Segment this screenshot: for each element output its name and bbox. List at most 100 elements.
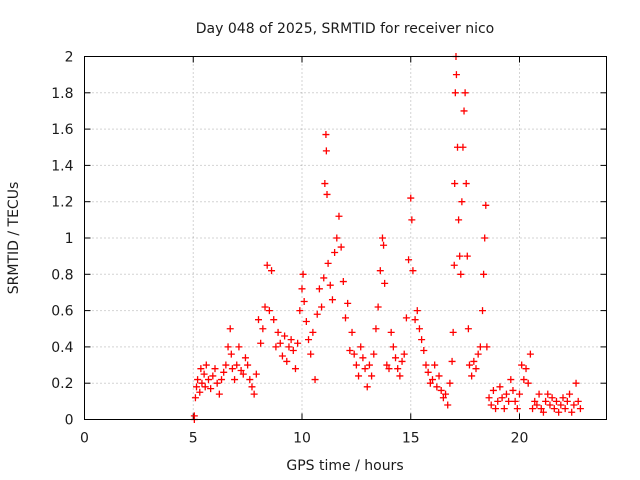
data-point-marker xyxy=(392,354,400,362)
data-point-marker xyxy=(261,303,269,311)
data-point-marker xyxy=(542,397,550,405)
data-point-marker xyxy=(378,234,386,242)
data-point-marker xyxy=(552,397,560,405)
data-point-marker xyxy=(468,372,476,380)
data-point-marker xyxy=(241,354,249,362)
data-point-marker xyxy=(396,372,404,380)
data-point-marker xyxy=(389,343,397,351)
data-point-marker xyxy=(479,307,487,315)
data-point-marker xyxy=(202,361,210,369)
data-point-marker xyxy=(283,357,291,365)
data-point-marker xyxy=(196,388,204,396)
data-point-marker xyxy=(459,143,467,151)
data-point-marker xyxy=(370,350,378,358)
data-point-marker xyxy=(513,405,521,413)
data-point-marker xyxy=(268,267,276,275)
data-point-marker xyxy=(227,350,235,358)
data-point-marker xyxy=(318,303,326,311)
data-point-marker xyxy=(346,347,354,355)
data-point-marker xyxy=(380,241,388,249)
data-point-marker xyxy=(452,71,460,79)
data-point-marker xyxy=(270,316,278,324)
data-point-marker xyxy=(265,307,273,315)
data-point-marker xyxy=(387,328,395,336)
data-point-marker xyxy=(394,365,402,373)
data-point-marker xyxy=(439,394,447,402)
data-point-marker xyxy=(300,298,308,306)
y-tick-label: 1.8 xyxy=(51,86,73,102)
data-point-marker xyxy=(281,332,289,340)
data-point-marker xyxy=(461,89,469,97)
data-point-marker xyxy=(228,365,236,373)
data-point-marker xyxy=(574,397,582,405)
data-point-marker xyxy=(572,379,580,387)
data-point-marker xyxy=(190,412,198,420)
data-point-marker xyxy=(215,390,223,398)
data-point-marker xyxy=(263,261,271,269)
data-point-marker xyxy=(315,285,323,293)
data-point-marker xyxy=(429,376,436,384)
data-point-marker xyxy=(498,394,506,402)
data-point-marker xyxy=(359,354,367,362)
y-tick-label: 1.6 xyxy=(51,122,73,138)
data-point-marker xyxy=(209,372,217,380)
data-point-marker xyxy=(455,216,463,224)
data-point-marker xyxy=(451,180,459,188)
data-point-marker xyxy=(239,370,247,378)
data-point-marker xyxy=(361,365,369,373)
data-point-marker xyxy=(335,212,343,220)
data-point-marker xyxy=(218,376,226,384)
data-point-marker xyxy=(323,190,331,198)
data-point-marker xyxy=(255,316,262,324)
data-point-marker xyxy=(197,365,205,373)
data-point-marker xyxy=(570,401,578,409)
data-point-marker xyxy=(518,361,526,369)
data-point-marker xyxy=(437,386,445,394)
data-point-marker xyxy=(272,343,280,351)
data-point-marker xyxy=(211,365,219,373)
x-axis-label: GPS time / hours xyxy=(286,458,403,474)
data-point-marker xyxy=(226,325,234,333)
data-point-marker xyxy=(298,285,306,293)
data-point-marker xyxy=(305,336,313,344)
data-point-marker xyxy=(321,180,329,188)
data-point-marker xyxy=(252,370,260,378)
data-point-marker xyxy=(458,198,466,206)
data-point-marker xyxy=(442,390,450,398)
data-point-marker xyxy=(451,89,459,97)
data-point-marker xyxy=(385,365,393,373)
data-point-marker xyxy=(231,376,239,384)
data-point-marker xyxy=(363,383,371,391)
data-point-marker xyxy=(487,401,495,409)
data-point-marker xyxy=(350,350,358,358)
data-point-marker xyxy=(207,385,215,393)
data-point-marker xyxy=(368,372,376,380)
data-point-marker xyxy=(309,328,317,336)
data-point-marker xyxy=(383,361,391,369)
data-point-marker xyxy=(248,383,256,391)
data-point-marker xyxy=(420,347,428,355)
data-point-marker xyxy=(426,379,434,387)
data-point-marker xyxy=(415,325,423,333)
data-point-marker xyxy=(201,383,209,391)
y-tick-label: 2 xyxy=(65,50,74,66)
data-point-marker xyxy=(246,376,254,384)
data-point-marker xyxy=(444,401,452,409)
data-point-marker xyxy=(352,361,360,369)
data-point-marker xyxy=(372,325,380,333)
data-point-marker xyxy=(448,357,456,365)
y-tick-label: 1.2 xyxy=(51,195,73,211)
data-point-marker xyxy=(374,303,382,311)
data-point-marker xyxy=(576,405,584,413)
data-point-marker xyxy=(509,386,517,394)
data-point-marker xyxy=(400,350,408,358)
data-point-marker xyxy=(492,405,500,413)
y-axis-label: SRMTID / TECUs xyxy=(6,182,22,295)
data-point-marker xyxy=(237,366,245,374)
data-point-marker xyxy=(337,243,345,251)
data-point-marker xyxy=(526,350,534,358)
data-point-marker xyxy=(235,343,243,351)
data-point-marker xyxy=(287,336,295,344)
data-point-marker xyxy=(213,379,221,387)
